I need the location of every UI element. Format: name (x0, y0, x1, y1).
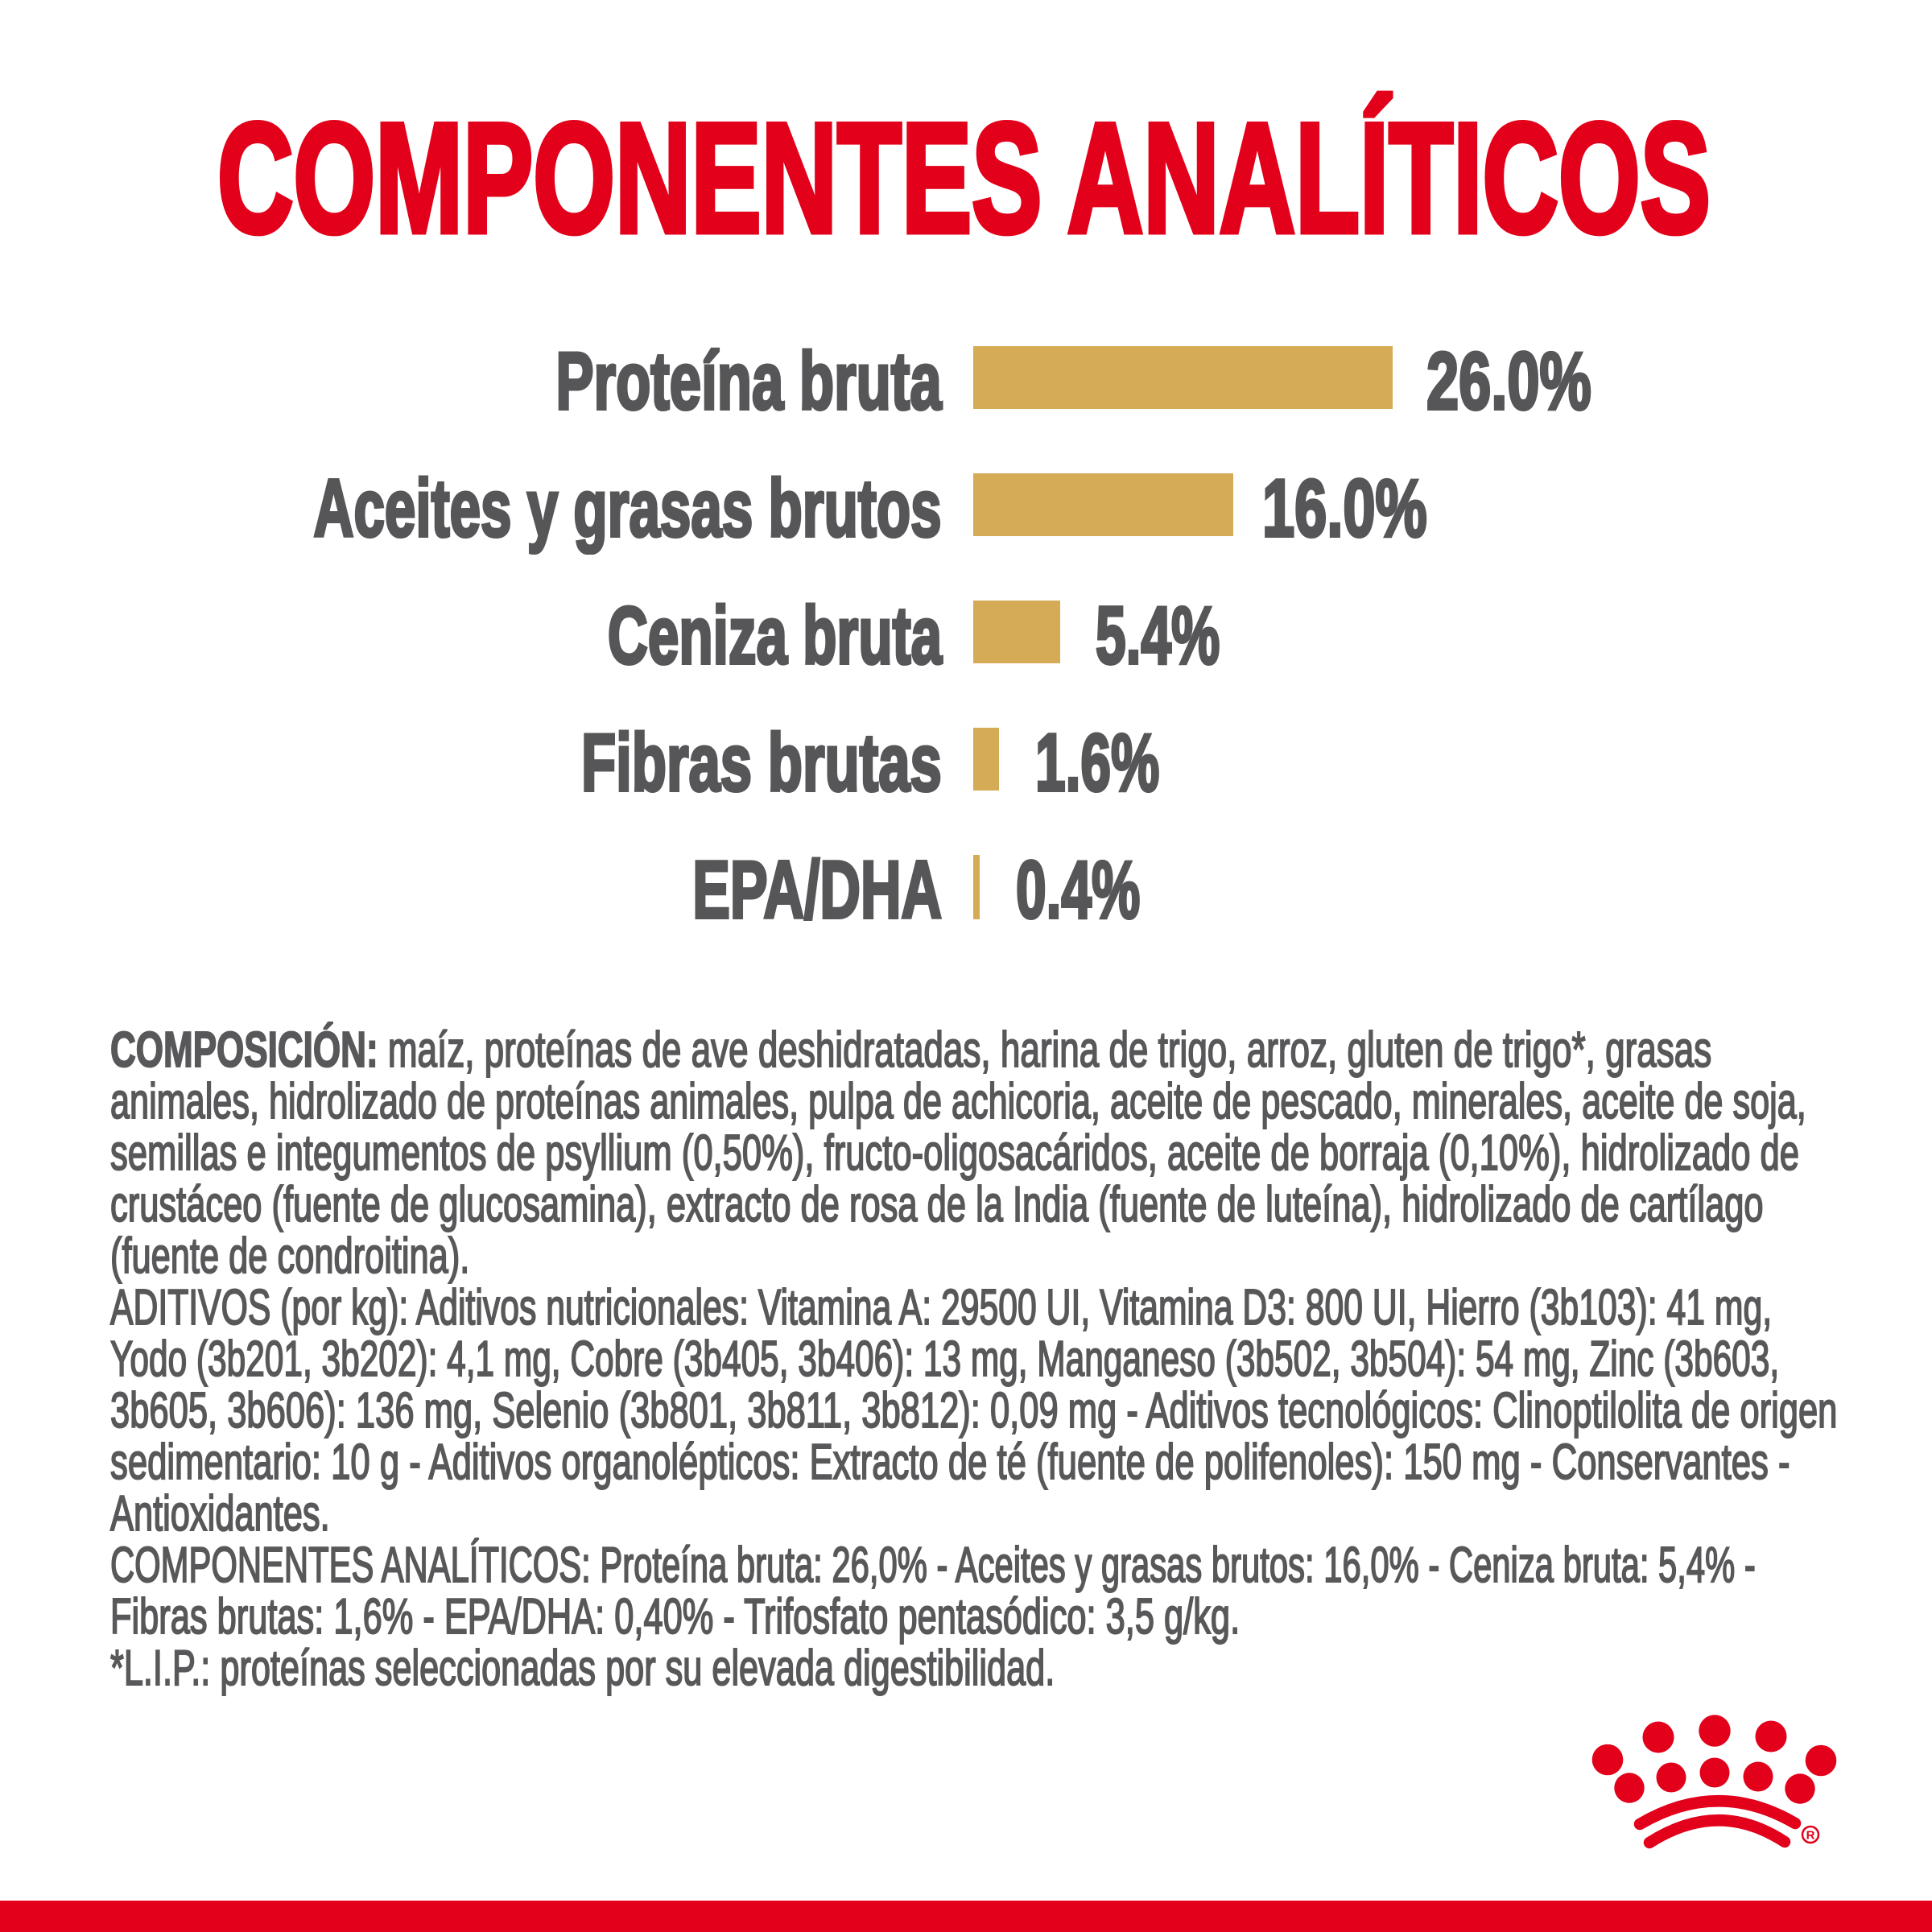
svg-text:R: R (1806, 1829, 1815, 1843)
